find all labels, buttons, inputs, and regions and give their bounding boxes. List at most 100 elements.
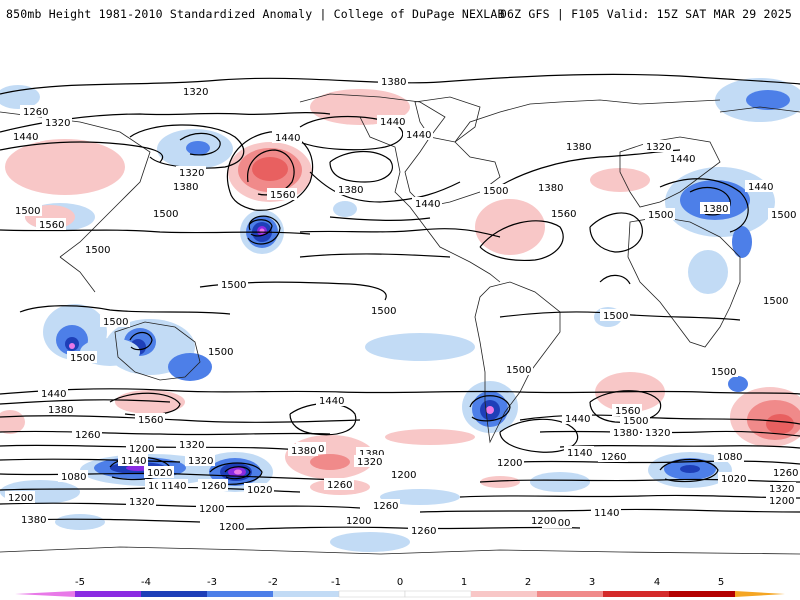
contour-label: 1560 <box>551 209 576 220</box>
colorbar-ticks: -5 -4 -3 -2 -1 0 1 2 3 4 5 <box>75 577 724 588</box>
contour-label: 1500 <box>85 245 110 256</box>
contour-label: 1260 <box>373 501 398 512</box>
contour-label: 1380 <box>566 142 591 153</box>
contour-label: 1440 <box>275 133 300 144</box>
colorbar-swatch-pos5 <box>735 591 785 597</box>
contour-label: 1440 <box>406 130 431 141</box>
contour-label: 1260 <box>601 452 626 463</box>
colorbar-tick-label: 4 <box>654 577 660 588</box>
contour-label: 1200 <box>219 522 244 533</box>
colorbar-swatch-neutral-neg <box>338 590 406 598</box>
contour-label: 1380 <box>48 405 73 416</box>
colorbar-tick-label: -3 <box>207 577 217 588</box>
contour-label: 1260 <box>201 481 226 492</box>
colorbar-tick-label: 1 <box>461 577 467 588</box>
contour-label: 1260 <box>75 430 100 441</box>
contour-label: 1380 <box>538 183 563 194</box>
contour-label: 1200 <box>497 458 522 469</box>
colorbar-tick-label: 0 <box>397 577 403 588</box>
colorbar-swatch-pos4 <box>669 591 735 597</box>
colorbar-swatches <box>15 590 785 598</box>
contour-label: 1200 <box>391 470 416 481</box>
colorbar-tick-label: -4 <box>141 577 151 588</box>
contour-label: 1200 <box>769 496 794 507</box>
colorbar-swatch-neg5 <box>15 591 75 597</box>
contour-label: 1500 <box>711 367 736 378</box>
contour-label: 1500 <box>763 296 788 307</box>
contour-label: 1320 <box>179 168 204 179</box>
contour-label: 1500 <box>153 209 178 220</box>
contour-label: 1500 <box>771 210 796 221</box>
contour-label: 1080 <box>717 452 742 463</box>
contour-label: 1380 <box>381 77 406 88</box>
contour-label: 1320 <box>645 428 670 439</box>
contour-label: 1380 <box>703 204 728 215</box>
contour-label: 1200 <box>346 516 371 527</box>
contour-label: 1440 <box>41 389 66 400</box>
colorbar-tick-label: -2 <box>268 577 278 588</box>
contour-label: 1380 <box>173 182 198 193</box>
contour-label: 1500 <box>483 186 508 197</box>
contour-label: 1440 <box>13 132 38 143</box>
contour-label: 1140 <box>121 456 146 467</box>
colorbar-swatch-neg4 <box>75 591 141 597</box>
contour-label: 1500 <box>208 347 233 358</box>
contour-label: 1440 <box>319 396 344 407</box>
contour-label: 1200 <box>531 516 556 527</box>
contour-label: 1200 <box>8 493 33 504</box>
contour-label: 1260 <box>327 480 352 491</box>
colorbar-tick-label: -5 <box>75 577 85 588</box>
contour-label: 1260 <box>23 107 48 118</box>
map-title: 850mb Height 1981-2010 Standardized Anom… <box>6 7 505 21</box>
contour-label: 1500 <box>648 210 673 221</box>
colorbar-swatch-neg2 <box>207 591 273 597</box>
contour-label: 1500 <box>371 306 396 317</box>
contour-label: 1560 <box>138 415 163 426</box>
contour-label: 1080 <box>61 472 86 483</box>
contour-label: 1140 <box>567 448 592 459</box>
positive-anomaly-shading <box>0 89 800 495</box>
contour-label: 1440 <box>748 182 773 193</box>
colorbar-tick-label: 3 <box>589 577 595 588</box>
contour-label: 1380 <box>338 185 363 196</box>
contour-label: 1320 <box>129 497 154 508</box>
contour-label: 1440 <box>670 154 695 165</box>
contour-label: 1200 <box>199 504 224 515</box>
contour-label: 1380 <box>291 446 316 457</box>
contour-label: 1440 <box>380 117 405 128</box>
colorbar-swatch-neutral-pos <box>404 590 472 598</box>
contour-label: 1380 <box>613 428 638 439</box>
contour-label: 1320 <box>45 118 70 129</box>
contour-label: 1020 <box>247 485 272 496</box>
contour-label: 1560 <box>39 220 64 231</box>
contour-label: 1500 <box>623 416 648 427</box>
contour-label: 1320 <box>183 87 208 98</box>
colorbar-swatch-pos2 <box>537 591 603 597</box>
contour-label: 1200 <box>129 444 154 455</box>
contour-label: 1320 <box>357 457 382 468</box>
contour-label: 1440 <box>565 414 590 425</box>
colorbar-tick-label: 5 <box>718 577 724 588</box>
anomaly-colorbar: -5 -4 -3 -2 -1 0 1 2 3 4 5 <box>15 577 785 598</box>
contour-label: 1380 <box>359 449 384 460</box>
contour-label: 1560 <box>615 406 640 417</box>
contour-label: 1020 <box>147 468 172 479</box>
contour-label: 1020 <box>721 474 746 485</box>
contour-label: 1320 <box>179 440 204 451</box>
contour-label: 1260 <box>411 526 436 537</box>
weather-map[interactable]: 1320 1380 1260 1320 1440 1440 1440 1440 … <box>0 42 800 582</box>
contour-label: 1260 <box>773 468 798 479</box>
contour-label: 1500 <box>506 365 531 376</box>
model-run-info: 06Z GFS | F105 Valid: 15Z SAT MAR 29 202… <box>499 7 792 21</box>
colorbar-swatch-pos1 <box>471 591 537 597</box>
contour-label: 1380 <box>21 515 46 526</box>
contour-label: 1140 <box>594 508 619 519</box>
contour-label: 1500 <box>603 311 628 322</box>
contour-label: 1560 <box>270 190 295 201</box>
header-bar: 850mb Height 1981-2010 Standardized Anom… <box>0 0 800 28</box>
contour-label: 1500 <box>221 280 246 291</box>
colorbar-swatch-neg3 <box>141 591 207 597</box>
contour-label: 1500 <box>103 317 128 328</box>
contour-label: 1440 <box>415 199 440 210</box>
contour-label: 1320 <box>188 456 213 467</box>
